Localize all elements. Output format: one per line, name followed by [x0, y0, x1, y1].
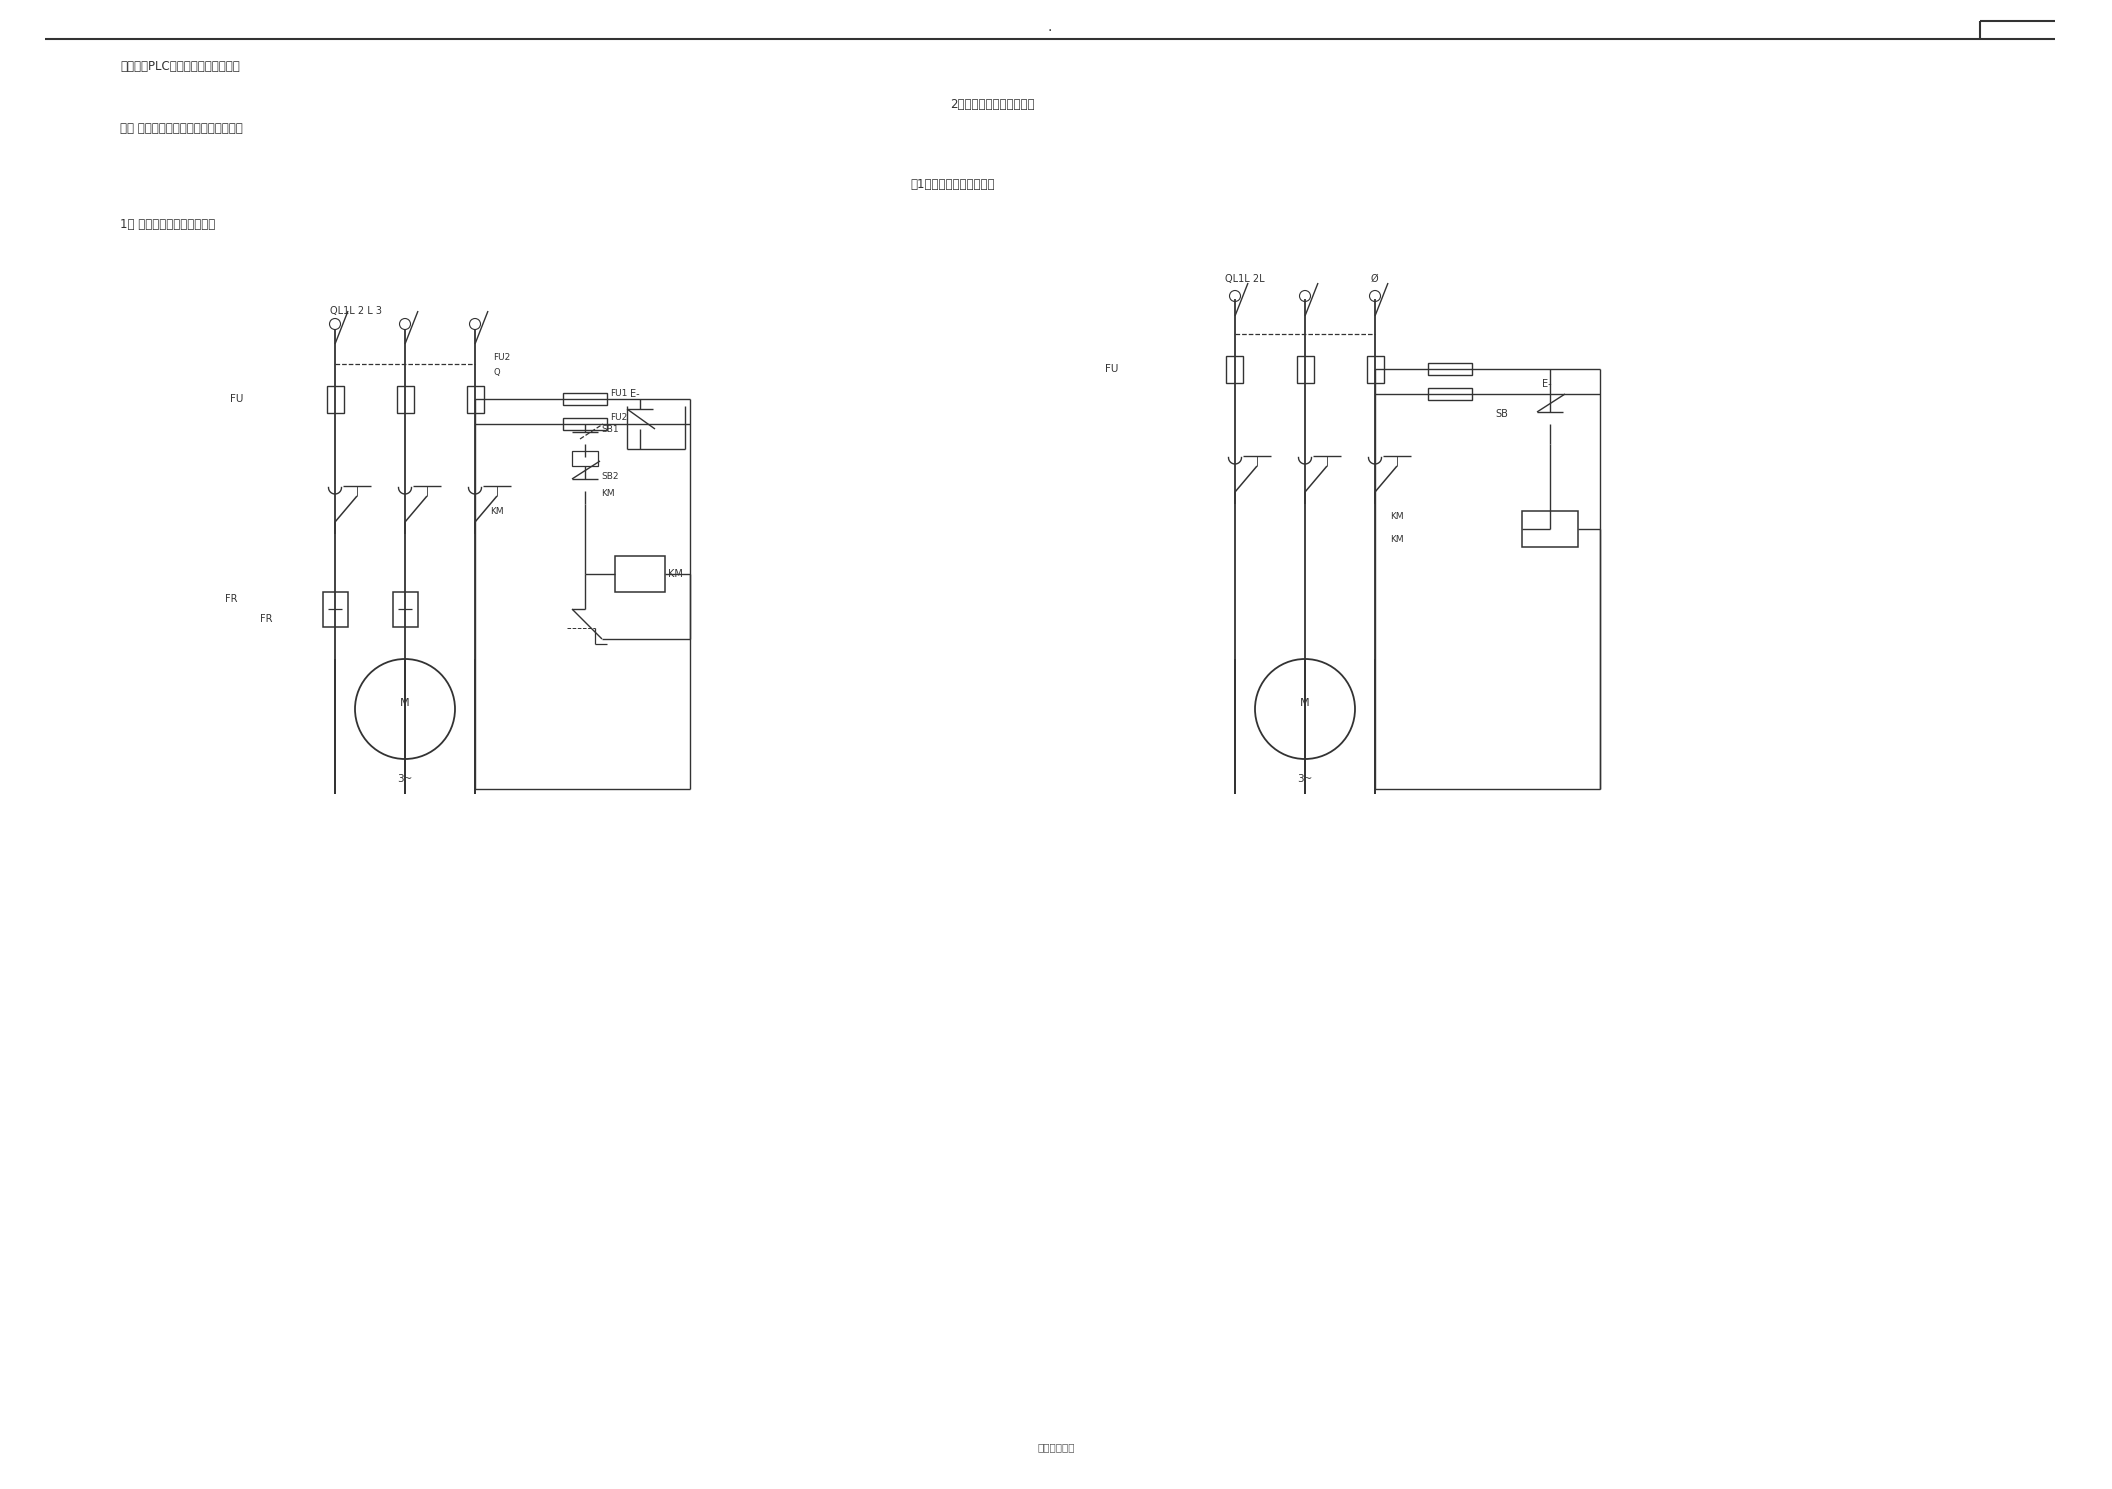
Text: FR: FR: [260, 613, 272, 624]
Bar: [1227, 356, 1244, 383]
Circle shape: [1369, 290, 1381, 301]
Bar: [323, 591, 348, 627]
Text: FR: FR: [226, 594, 237, 605]
Circle shape: [1255, 660, 1356, 759]
Text: Q: Q: [492, 368, 501, 377]
Text: FU: FU: [230, 395, 243, 404]
Bar: [1297, 356, 1314, 383]
Bar: [615, 555, 665, 593]
Text: SB: SB: [1495, 409, 1508, 418]
Text: M: M: [1301, 698, 1309, 707]
Text: FU2: FU2: [492, 353, 511, 362]
Text: .: .: [1048, 19, 1052, 34]
Text: M: M: [399, 698, 410, 707]
Text: E-: E-: [629, 389, 640, 399]
Text: QL1L 2 L 3: QL1L 2 L 3: [329, 307, 382, 316]
Bar: [1428, 363, 1472, 375]
Text: E-: E-: [1542, 380, 1552, 389]
Bar: [467, 386, 484, 412]
Text: SB2: SB2: [602, 472, 619, 481]
Text: KM: KM: [490, 508, 503, 517]
Bar: [1523, 511, 1578, 546]
Text: KM: KM: [1390, 512, 1404, 521]
Text: 一、 三相异步电机的全压起动控制电路: 一、 三相异步电机的全压起动控制电路: [120, 122, 243, 135]
Bar: [1366, 356, 1383, 383]
Text: FU1: FU1: [610, 389, 627, 398]
Text: 2、电动机的点动控制电路: 2、电动机的点动控制电路: [950, 97, 1035, 110]
Bar: [393, 591, 418, 627]
Circle shape: [469, 319, 482, 329]
Text: 1、 电动机连续运转控制电路: 1、 电动机连续运转控制电路: [120, 217, 215, 231]
Bar: [327, 386, 344, 412]
Bar: [564, 418, 606, 430]
Text: KM: KM: [602, 490, 615, 499]
Text: 3~: 3~: [397, 774, 412, 785]
Text: QL1L 2L: QL1L 2L: [1225, 274, 1265, 284]
Circle shape: [1229, 290, 1240, 301]
Text: 3~: 3~: [1297, 774, 1314, 785]
Text: FU2: FU2: [610, 414, 627, 423]
Circle shape: [1299, 290, 1312, 301]
Bar: [1428, 389, 1472, 401]
Text: FU: FU: [1105, 363, 1119, 374]
Text: Ø: Ø: [1371, 274, 1379, 284]
Bar: [572, 451, 598, 466]
Circle shape: [355, 660, 454, 759]
Text: SB1: SB1: [602, 424, 619, 433]
Circle shape: [329, 319, 340, 329]
Text: KM: KM: [1390, 535, 1404, 543]
Circle shape: [399, 319, 410, 329]
Text: KM: KM: [667, 569, 682, 579]
Text: 《电器及PLC控制技术》电气原理图: 《电器及PLC控制技术》电气原理图: [120, 61, 241, 73]
Bar: [397, 386, 414, 412]
Text: （1）仅能点动控制的电路: （1）仅能点动控制的电路: [910, 177, 995, 191]
Text: 专业资料整理: 专业资料整理: [1037, 1441, 1075, 1452]
Bar: [564, 393, 606, 405]
